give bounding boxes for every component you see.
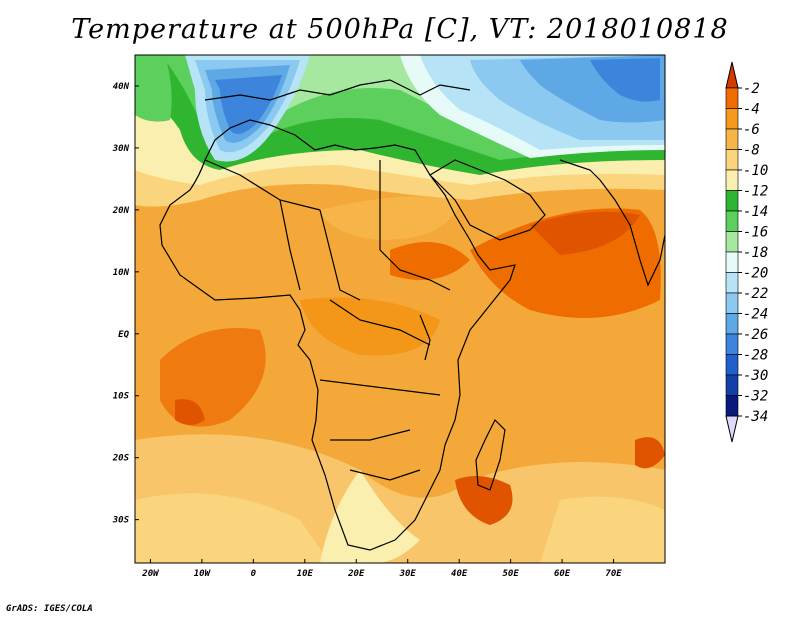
colorbar-label: -30 bbox=[743, 368, 768, 384]
colorbar-box bbox=[725, 169, 739, 191]
colorbar-bottom-arrow bbox=[725, 415, 739, 443]
y-axis: 40N 30N 20N 10N EQ 10S 20S 30S bbox=[112, 82, 139, 526]
y-tick-label: 30N bbox=[112, 144, 130, 154]
colorbar-label: -14 bbox=[743, 204, 768, 220]
y-tick-label: 10N bbox=[113, 268, 130, 278]
colorbar-box bbox=[725, 128, 739, 150]
colorbar-box bbox=[725, 333, 739, 355]
coastlines bbox=[159, 79, 665, 551]
y-tick-label: 10S bbox=[113, 392, 130, 402]
colorbar-label: -4 bbox=[743, 102, 760, 118]
colorbar-label: -12 bbox=[743, 184, 768, 200]
colorbar-label: -20 bbox=[743, 266, 768, 282]
colorbar-box bbox=[725, 149, 739, 171]
colorbar-box bbox=[725, 108, 739, 130]
x-tick-label: 30E bbox=[399, 569, 417, 579]
map-title: Temperature at 500hPa [C], VT: 201801081… bbox=[71, 14, 729, 45]
colorbar-box bbox=[725, 210, 739, 232]
footer-credit: GrADS: IGES/COLA bbox=[6, 604, 93, 614]
colorbar-label: -6 bbox=[743, 122, 760, 138]
plot-frame bbox=[134, 54, 666, 564]
colorbar: -2 -4 -6 -8 -10 -12 -14 -16 -18 -20 -22 -24 -26 -28 -3… bbox=[725, 61, 768, 443]
colorbar-top-arrow bbox=[725, 61, 739, 89]
x-tick-label: 0 bbox=[251, 569, 257, 579]
x-tick-label: 70E bbox=[605, 569, 622, 579]
y-tick-label: 30S bbox=[112, 516, 130, 526]
x-tick-label: 10W bbox=[194, 569, 212, 579]
colorbar-label: -34 bbox=[743, 409, 768, 425]
colorbar-box bbox=[725, 190, 739, 212]
y-tick-label: 20N bbox=[112, 206, 130, 216]
colorbar-label: -26 bbox=[743, 327, 768, 343]
colorbar-box bbox=[725, 231, 739, 253]
colorbar-box bbox=[725, 251, 739, 273]
colorbar-box bbox=[725, 313, 739, 335]
x-tick-label: 20W bbox=[141, 569, 160, 579]
colorbar-box bbox=[725, 272, 739, 294]
colorbar-box bbox=[725, 292, 739, 314]
colorbar-box bbox=[725, 354, 739, 376]
x-tick-label: 20E bbox=[347, 569, 365, 579]
x-axis: 20W 10W 0 10E 20E 30E 40E 50E 60E 70E bbox=[141, 559, 622, 579]
y-tick-label: 20S bbox=[112, 454, 130, 464]
colorbar-label: -32 bbox=[743, 389, 768, 405]
x-tick-label: 50E bbox=[502, 569, 519, 579]
colorbar-label: -16 bbox=[743, 225, 768, 241]
y-tick-label: 40N bbox=[113, 82, 130, 92]
colorbar-label: -2 bbox=[743, 81, 760, 97]
x-tick-label: 60E bbox=[554, 569, 571, 579]
y-tick-label: EQ bbox=[118, 330, 129, 340]
temperature-field bbox=[135, 55, 665, 563]
colorbar-label: -18 bbox=[743, 245, 768, 261]
colorbar-label: -28 bbox=[743, 348, 768, 364]
colorbar-label: -24 bbox=[743, 307, 768, 323]
colorbar-box bbox=[725, 395, 739, 417]
colorbar-box bbox=[725, 374, 739, 396]
x-tick-label: 10E bbox=[297, 569, 314, 579]
colorbar-label: -10 bbox=[743, 163, 768, 179]
x-tick-label: 40E bbox=[451, 569, 468, 579]
colorbar-label: -8 bbox=[743, 143, 760, 159]
colorbar-label: -22 bbox=[743, 286, 768, 302]
colorbar-box bbox=[725, 87, 739, 109]
